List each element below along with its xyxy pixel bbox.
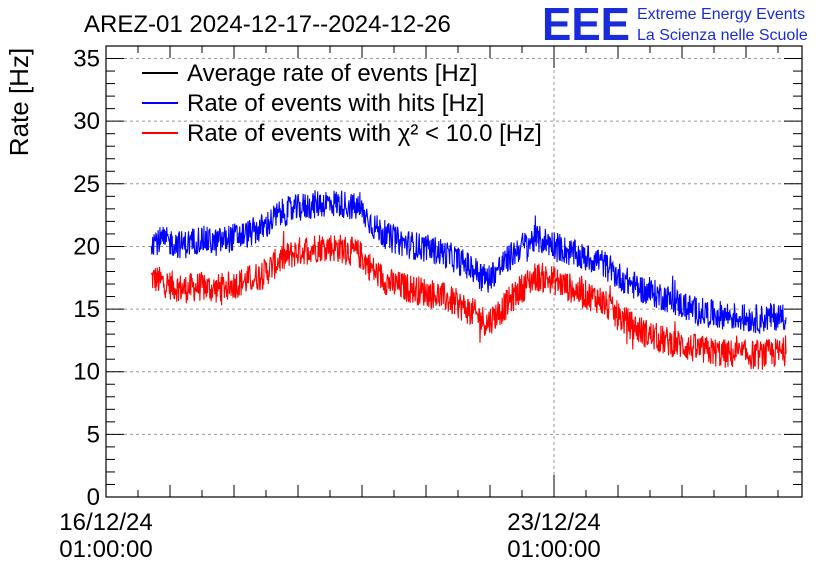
x-tick-label-date: 16/12/24 xyxy=(59,509,152,536)
chart-title: AREZ-01 2024-12-17--2024-12-26 xyxy=(84,11,451,38)
y-tick-label: 35 xyxy=(73,46,100,73)
x-tick-label-time: 01:00:00 xyxy=(507,536,600,563)
y-tick-label: 15 xyxy=(73,296,100,323)
logo-mark: EEE xyxy=(542,0,630,50)
legend-label: Average rate of events [Hz] xyxy=(187,60,477,87)
series-hits-line xyxy=(150,190,787,335)
logo-line2: La Scienza nelle Scuole xyxy=(637,27,808,44)
x-tick-label-date: 23/12/24 xyxy=(507,509,600,536)
series-chi2-line xyxy=(150,230,787,370)
y-tick-label: 20 xyxy=(73,233,100,260)
y-tick-label: 10 xyxy=(73,359,100,386)
axes: 0510152025303516/12/2401:00:0023/12/2401… xyxy=(59,45,802,563)
y-axis-label: Rate [Hz] xyxy=(4,48,34,156)
y-tick-label: 5 xyxy=(87,421,100,448)
series-layer xyxy=(150,190,787,370)
eee-logo: EEE Extreme Energy Events La Scienza nel… xyxy=(542,0,808,50)
x-tick-label-time: 01:00:00 xyxy=(59,536,152,563)
legend-label: Rate of events with χ² < 10.0 [Hz] xyxy=(187,120,542,147)
logo-line1: Extreme Energy Events xyxy=(637,6,805,23)
legend: Average rate of events [Hz] Rate of event… xyxy=(142,60,542,147)
y-tick-label: 0 xyxy=(87,484,100,511)
y-tick-label: 25 xyxy=(73,171,100,198)
legend-label: Rate of events with hits [Hz] xyxy=(187,90,484,117)
y-tick-label: 30 xyxy=(73,108,100,135)
